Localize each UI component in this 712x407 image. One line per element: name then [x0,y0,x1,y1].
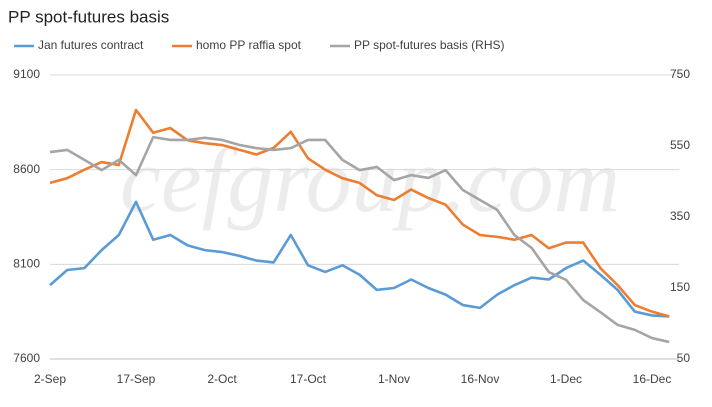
y2-tick-label: -50 [673,351,691,365]
legend-label: Jan futures contract [38,38,144,52]
x-tick-label: 17-Sep [117,372,156,386]
y-tick-label: 9100 [13,67,40,81]
x-tick-label: 1-Dec [550,372,582,386]
series-line [49,135,670,344]
y2-tick-label: 550 [670,138,690,152]
y2-tick-label: 750 [670,67,690,81]
x-tick-label: 17-Oct [290,372,327,386]
y2-tick-label: 350 [670,209,690,223]
x-tick-label: 2-Sep [34,372,66,386]
chart-title: PP spot-futures basis [8,7,169,26]
legend-label: homo PP raffia spot [196,38,302,52]
legend-label: PP spot-futures basis (RHS) [354,38,505,52]
watermark: cefgroup.com [120,129,620,231]
series-line [49,200,670,318]
y-tick-label: 7600 [13,351,40,365]
y-tick-label: 8600 [13,162,40,176]
x-tick-label: 1-Nov [378,372,410,386]
series-line [49,108,670,318]
y2-tick-label: 150 [670,280,690,294]
x-tick-label: 16-Nov [461,372,500,386]
y-tick-label: 8100 [13,257,40,271]
x-tick-label: 2-Oct [207,372,237,386]
x-tick-label: 16-Dec [633,372,672,386]
